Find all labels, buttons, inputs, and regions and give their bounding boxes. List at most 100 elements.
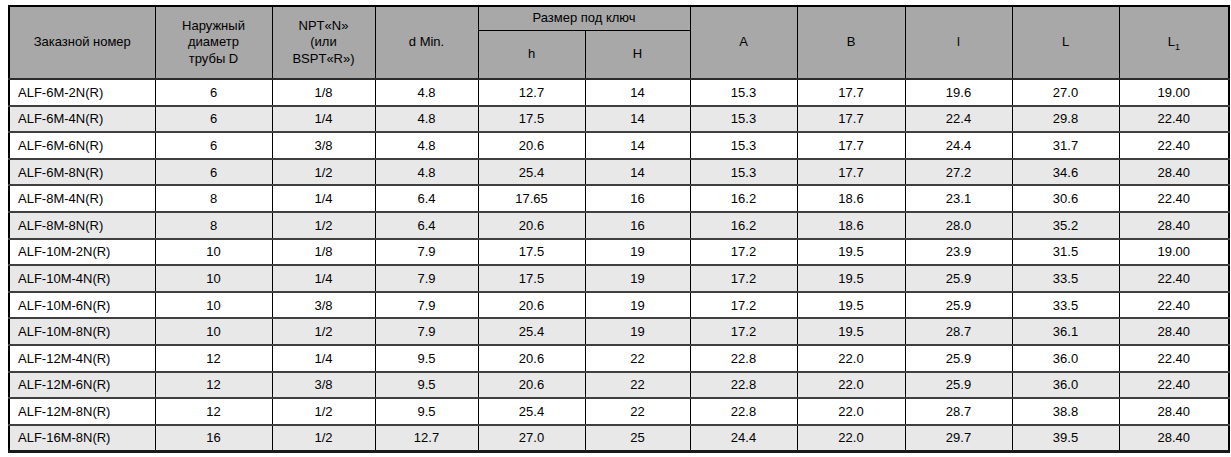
dimension-cell: 25.9 (905, 345, 1012, 372)
dimension-cell: 22.40 (1119, 132, 1229, 159)
dimension-cell: 20.6 (478, 132, 585, 159)
table-row: ALF-12M-6N(R)123/89.520.62222.822.025.93… (9, 372, 1229, 399)
table-row: ALF-6M-6N(R)63/84.820.61415.317.724.431.… (9, 132, 1229, 159)
dimension-cell: 17.2 (690, 318, 797, 345)
table-row: ALF-6M-2N(R)61/84.812.71415.317.719.627.… (9, 79, 1229, 106)
dimension-cell: 24.4 (690, 425, 797, 452)
dimension-cell: 12 (155, 398, 272, 425)
order-number-cell: ALF-10M-4N(R) (9, 265, 155, 292)
dimension-cell: 1/2 (272, 318, 375, 345)
dimension-cell: 7.9 (375, 239, 478, 266)
dimension-cell: 24.4 (905, 132, 1012, 159)
dimension-cell: 10 (155, 239, 272, 266)
dimension-cell: 22 (585, 372, 690, 399)
dimension-cell: 12.7 (478, 79, 585, 106)
table-row: ALF-10M-6N(R)103/87.920.61917.219.525.93… (9, 292, 1229, 319)
dimension-cell: 16 (155, 425, 272, 452)
order-number-cell: ALF-10M-8N(R) (9, 318, 155, 345)
dimension-cell: 4.8 (375, 79, 478, 106)
dimension-cell: 25.4 (478, 318, 585, 345)
dimension-cell: 4.8 (375, 106, 478, 133)
dimension-cell: 9.5 (375, 372, 478, 399)
order-number-cell: ALF-8M-8N(R) (9, 212, 155, 239)
dimension-cell: 17.5 (478, 265, 585, 292)
dimension-cell: 8 (155, 212, 272, 239)
dimension-cell: 19 (585, 318, 690, 345)
dimension-cell: 22.4 (905, 106, 1012, 133)
dimension-cell: 19.5 (797, 318, 905, 345)
dimension-cell: 3/8 (272, 372, 375, 399)
dimension-cell: 22.0 (797, 372, 905, 399)
order-number-cell: ALF-10M-2N(R) (9, 239, 155, 266)
dimension-cell: 3/8 (272, 292, 375, 319)
dimension-cell: 19.5 (797, 292, 905, 319)
dimension-cell: 22 (585, 345, 690, 372)
dimension-cell: 12.7 (375, 425, 478, 452)
dimension-cell: 18.6 (797, 185, 905, 212)
dimension-cell: 19 (585, 292, 690, 319)
dimension-cell: 31.5 (1012, 239, 1119, 266)
dimension-cell: 19.00 (1119, 79, 1229, 106)
dimension-cell: 17.5 (478, 239, 585, 266)
dimension-cell: 14 (585, 106, 690, 133)
dimension-cell: 22 (585, 398, 690, 425)
col-header-h-upper: H (585, 30, 690, 79)
order-number-cell: ALF-6M-6N(R) (9, 132, 155, 159)
dimension-cell: 25.9 (905, 372, 1012, 399)
dimension-cell: 22.8 (690, 398, 797, 425)
table-body: ALF-6M-2N(R)61/84.812.71415.317.719.627.… (9, 79, 1229, 451)
dimension-cell: 19.00 (1119, 239, 1229, 266)
table-row: ALF-8M-8N(R)81/26.420.61616.218.628.035.… (9, 212, 1229, 239)
document-page: Заказной номер Наружный диаметр трубы D … (0, 0, 1231, 457)
dimension-cell: 10 (155, 265, 272, 292)
dimension-cell: 15.3 (690, 159, 797, 186)
dimension-cell: 17.7 (797, 79, 905, 106)
dimension-cell: 39.5 (1012, 425, 1119, 452)
dimension-cell: 28.40 (1119, 425, 1229, 452)
dimension-cell: 22.40 (1119, 106, 1229, 133)
dimension-cell: 31.7 (1012, 132, 1119, 159)
order-number-cell: ALF-8M-4N(R) (9, 185, 155, 212)
dimension-cell: 30.6 (1012, 185, 1119, 212)
table-row: ALF-10M-4N(R)101/47.917.51917.219.525.93… (9, 265, 1229, 292)
dimension-cell: 23.1 (905, 185, 1012, 212)
dimension-cell: 1/2 (272, 398, 375, 425)
dimension-cell: 9.5 (375, 398, 478, 425)
dimension-cell: 28.0 (905, 212, 1012, 239)
dimension-cell: 28.40 (1119, 398, 1229, 425)
dimension-cell: 8 (155, 185, 272, 212)
dimension-cell: 7.9 (375, 292, 478, 319)
dimension-cell: 12 (155, 345, 272, 372)
dimension-cell: 22.8 (690, 345, 797, 372)
dimension-cell: 22.40 (1119, 372, 1229, 399)
dimension-cell: 12 (155, 372, 272, 399)
table-header: Заказной номер Наружный диаметр трубы D … (9, 6, 1229, 79)
dimension-cell: 7.9 (375, 265, 478, 292)
dimension-cell: 33.5 (1012, 292, 1119, 319)
col-header-d-min: d Min. (375, 6, 478, 79)
dimension-cell: 16 (585, 212, 690, 239)
dimension-cell: 19 (585, 239, 690, 266)
dimension-cell: 1/8 (272, 79, 375, 106)
dimension-cell: 6.4 (375, 212, 478, 239)
dimension-cell: 14 (585, 79, 690, 106)
table-row: ALF-6M-8N(R)61/24.825.41415.317.727.234.… (9, 159, 1229, 186)
dimension-cell: 16.2 (690, 185, 797, 212)
dimension-cell: 22.0 (797, 398, 905, 425)
col-header-b: B (797, 6, 905, 79)
col-header-wrench-size: Размер под ключ (478, 6, 690, 30)
dimension-cell: 28.7 (905, 398, 1012, 425)
dimension-cell: 27.2 (905, 159, 1012, 186)
dimension-cell: 22.40 (1119, 345, 1229, 372)
table-row: ALF-12M-4N(R)121/49.520.62222.822.025.93… (9, 345, 1229, 372)
dimension-cell: 27.0 (478, 425, 585, 452)
col-header-order-number: Заказной номер (9, 6, 155, 79)
dimension-cell: 29.8 (1012, 106, 1119, 133)
dimension-cell: 17.7 (797, 106, 905, 133)
dimension-cell: 19.5 (797, 265, 905, 292)
order-number-cell: ALF-6M-8N(R) (9, 159, 155, 186)
dimension-cell: 23.9 (905, 239, 1012, 266)
col-header-h-lower: h (478, 30, 585, 79)
dimension-cell: 25.9 (905, 265, 1012, 292)
dimension-cell: 7.9 (375, 318, 478, 345)
